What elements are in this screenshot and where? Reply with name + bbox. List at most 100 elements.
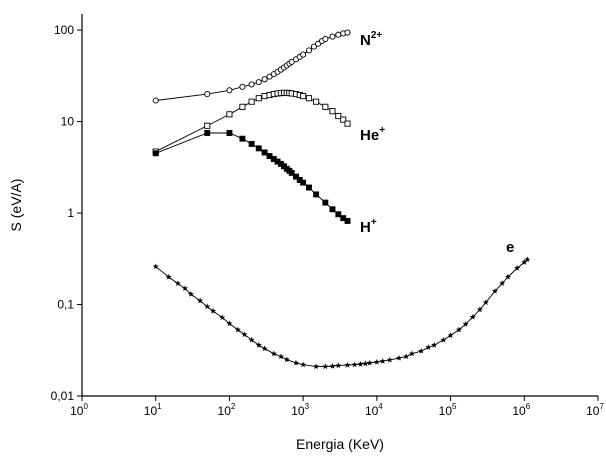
data-point — [340, 116, 347, 123]
x-tick-base: 10 — [512, 404, 526, 418]
x-tick-base: 10 — [291, 404, 305, 418]
y-tick-label: 1 — [67, 206, 74, 220]
data-point — [322, 103, 329, 110]
data-point — [462, 320, 469, 327]
data-point — [344, 120, 351, 127]
data-point — [418, 347, 425, 354]
data-point — [499, 280, 506, 287]
data-point — [305, 47, 313, 54]
data-point — [524, 256, 531, 263]
data-point — [335, 362, 342, 369]
data-point — [277, 353, 284, 360]
y-tick-label: 10 — [61, 115, 75, 129]
data-point — [504, 273, 511, 280]
data-point — [335, 112, 342, 120]
data-point — [182, 285, 189, 292]
data-point — [351, 361, 358, 368]
data-point — [239, 103, 246, 110]
data-point — [241, 331, 248, 338]
data-point — [310, 43, 317, 50]
data-point — [344, 217, 351, 224]
data-point — [261, 149, 268, 156]
data-point — [322, 363, 329, 370]
data-point — [261, 93, 268, 100]
x-tick-label: 103 — [291, 402, 309, 418]
data-point — [313, 98, 320, 105]
series-label-base: N — [360, 32, 371, 49]
series-label-superscript: + — [379, 125, 385, 136]
x-tick-label: 101 — [144, 402, 162, 418]
data-point — [152, 97, 159, 104]
series-label: N2+ — [360, 30, 382, 49]
x-tick-base: 10 — [144, 404, 158, 418]
data-point — [248, 81, 255, 88]
y-axis-title: S (eV/A) — [8, 179, 24, 232]
x-axis-title: Energia (KeV) — [296, 436, 384, 452]
data-point — [152, 263, 159, 270]
y-tick-label: 0,01 — [51, 389, 75, 403]
x-tick-label: 107 — [586, 402, 604, 418]
data-point — [174, 280, 181, 287]
data-point — [335, 31, 342, 38]
x-tick-exponent: 0 — [83, 402, 88, 411]
data-point — [219, 314, 226, 321]
data-point — [386, 356, 393, 363]
data-point — [403, 353, 410, 360]
data-point — [226, 320, 233, 327]
series-e: e — [152, 239, 531, 370]
data-point — [165, 273, 172, 280]
data-point — [306, 184, 312, 191]
data-point — [373, 358, 380, 365]
data-point — [469, 313, 476, 320]
data-point — [344, 361, 351, 368]
data-point — [425, 344, 432, 350]
series-label-base: e — [506, 239, 514, 256]
x-tick-exponent: 5 — [452, 402, 457, 411]
data-point — [440, 336, 447, 343]
data-point — [329, 33, 336, 40]
data-point — [187, 290, 194, 297]
data-point — [239, 83, 246, 90]
data-point — [344, 29, 351, 36]
data-point — [366, 359, 373, 366]
data-point — [482, 299, 489, 306]
x-tick-label: 106 — [512, 402, 530, 418]
data-point — [261, 76, 268, 83]
data-point — [204, 122, 211, 129]
x-tick-base: 10 — [218, 404, 232, 418]
x-axis-ticks: 100 101 102 103 104 105 106 107 — [70, 396, 604, 418]
data-point — [379, 358, 386, 364]
data-point — [335, 211, 342, 218]
data-point — [476, 306, 483, 313]
data-point — [329, 206, 336, 213]
data-point — [234, 326, 241, 333]
series-label-base: H — [360, 219, 371, 236]
data-point — [261, 345, 268, 352]
x-tick-exponent: 4 — [378, 402, 383, 411]
x-tick-base: 10 — [439, 404, 453, 418]
data-point — [248, 98, 255, 105]
data-point — [431, 341, 438, 348]
data-point — [313, 363, 320, 370]
series-label: e — [506, 239, 514, 256]
data-point — [362, 360, 369, 367]
series-label-superscript: 2+ — [371, 30, 383, 41]
data-point — [255, 341, 262, 348]
x-tick-exponent: 3 — [305, 402, 310, 411]
data-point — [300, 361, 307, 368]
data-point — [255, 95, 262, 102]
data-point — [455, 326, 463, 333]
data-point — [248, 336, 255, 343]
series-label-base: He — [360, 127, 379, 144]
x-tick-base: 10 — [365, 404, 379, 418]
data-point — [300, 179, 307, 186]
x-tick-label: 102 — [218, 402, 236, 418]
data-point — [447, 332, 454, 338]
data-point — [226, 87, 233, 94]
data-point — [313, 191, 320, 198]
x-tick-label: 100 — [70, 402, 88, 418]
data-point — [408, 350, 416, 357]
series-label: H+ — [360, 217, 377, 236]
data-point — [357, 360, 364, 367]
